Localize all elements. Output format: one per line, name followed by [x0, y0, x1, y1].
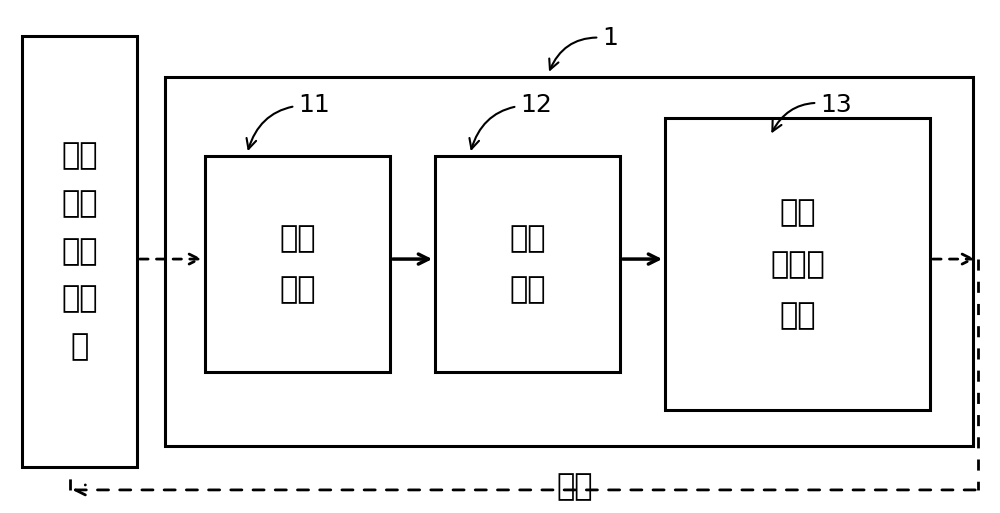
- Text: 系统: 系统: [509, 275, 546, 304]
- Bar: [205, 156, 390, 372]
- Text: 系统: 系统: [779, 301, 816, 330]
- Text: 反应: 反应: [61, 285, 98, 313]
- Text: 破碎: 破碎: [279, 224, 316, 253]
- Text: 厌氧: 厌氧: [61, 189, 98, 218]
- Text: 废水: 废水: [61, 142, 98, 170]
- Text: 1: 1: [549, 27, 618, 70]
- Text: 预培养: 预培养: [770, 250, 825, 279]
- Bar: [665, 118, 930, 410]
- Text: 11: 11: [247, 93, 330, 149]
- Text: 器: 器: [70, 332, 89, 361]
- Text: 生物: 生物: [61, 237, 98, 266]
- Text: 13: 13: [772, 93, 852, 131]
- Text: 混合: 混合: [779, 199, 816, 227]
- Bar: [22, 36, 137, 467]
- Text: 回流: 回流: [557, 472, 593, 501]
- Text: 筛分: 筛分: [509, 224, 546, 253]
- Text: 12: 12: [469, 93, 552, 149]
- Text: 系统: 系统: [279, 275, 316, 304]
- Bar: [435, 156, 620, 372]
- Bar: [165, 77, 973, 446]
